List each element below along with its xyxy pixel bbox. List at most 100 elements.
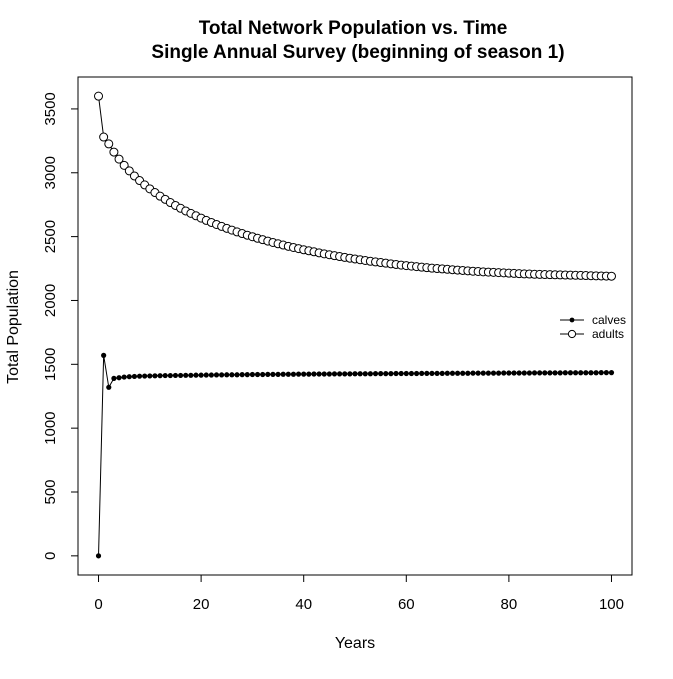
x-tick-label: 100 <box>599 596 624 613</box>
y-tick-label: 500 <box>42 479 59 504</box>
data-point-calves <box>172 372 179 379</box>
data-point-calves <box>598 370 604 376</box>
y-tick-label: 1500 <box>42 348 59 381</box>
data-point-calves <box>593 370 599 376</box>
data-point-calves <box>280 371 286 377</box>
data-point-calves <box>393 370 399 377</box>
data-point-calves <box>177 372 184 379</box>
data-point-calves <box>367 371 373 377</box>
data-point-calves <box>496 370 502 376</box>
data-point-calves <box>213 372 220 378</box>
data-point-calves <box>347 371 353 377</box>
legend-label: adults <box>592 327 624 341</box>
data-point-calves <box>270 371 276 377</box>
series-line-calves <box>98 355 612 556</box>
data-point-calves <box>188 372 194 378</box>
data-point-calves <box>249 371 256 378</box>
x-tick-label: 60 <box>398 596 415 613</box>
data-point-adults <box>104 139 114 149</box>
legend-marker <box>569 317 575 323</box>
data-point-calves <box>326 371 332 377</box>
data-point-calves <box>460 370 466 376</box>
data-point-adults <box>114 154 124 164</box>
data-point-calves <box>470 370 476 376</box>
data-point-calves <box>198 372 204 378</box>
data-point-calves <box>265 371 271 377</box>
data-point-calves <box>95 553 102 559</box>
y-tick-label: 0 <box>42 552 59 560</box>
data-point-calves <box>372 371 379 377</box>
data-point-calves <box>378 371 384 377</box>
data-point-calves <box>557 370 563 376</box>
data-point-calves <box>490 370 497 376</box>
legend-marker <box>567 329 577 339</box>
data-point-calves <box>516 370 522 376</box>
chart-title: Total Network Population vs. Time <box>199 18 508 39</box>
data-point-calves <box>331 371 338 377</box>
y-tick-label: 2500 <box>42 220 59 253</box>
x-tick-label: 0 <box>94 596 102 613</box>
data-point-calves <box>357 371 363 377</box>
data-point-calves <box>157 373 163 379</box>
series-adults <box>94 91 616 281</box>
data-point-calves <box>608 370 615 376</box>
y-tick-label: 3500 <box>42 92 59 125</box>
data-point-calves <box>203 372 209 378</box>
data-point-calves <box>290 371 297 377</box>
data-point-calves <box>311 371 317 377</box>
data-point-calves <box>316 371 322 377</box>
data-point-calves <box>424 370 430 376</box>
data-point-calves <box>295 371 302 377</box>
data-point-calves <box>106 384 112 390</box>
data-point-calves <box>465 370 471 376</box>
data-point-calves <box>352 371 358 377</box>
x-tick-label: 80 <box>501 596 518 613</box>
series-line-adults <box>98 96 612 277</box>
data-point-calves <box>162 372 168 379</box>
data-point-calves <box>142 373 148 379</box>
x-tick-label: 40 <box>295 596 312 613</box>
plot-frame <box>77 76 633 576</box>
data-point-calves <box>531 370 538 376</box>
data-point-calves <box>419 370 425 376</box>
series-layer <box>94 91 616 559</box>
y-axis: 0 500 1000 1500 2000 2500 3000 3500 <box>42 92 79 560</box>
data-point-adults <box>109 147 119 157</box>
data-point-calves <box>136 373 143 379</box>
data-point-adults <box>99 132 109 142</box>
data-point-calves <box>583 370 589 376</box>
data-point-calves <box>480 370 486 376</box>
data-point-adults <box>606 271 616 281</box>
data-point-calves <box>521 370 527 376</box>
y-axis-label: Total Population <box>5 270 22 384</box>
data-point-calves <box>475 370 481 376</box>
data-point-calves <box>485 370 491 376</box>
data-point-calves <box>285 371 291 377</box>
data-point-calves <box>439 370 445 376</box>
data-point-calves <box>219 372 225 378</box>
data-point-calves <box>526 370 533 376</box>
data-point-calves <box>239 372 245 378</box>
data-point-calves <box>542 370 548 376</box>
data-point-calves <box>126 374 132 380</box>
data-point-calves <box>567 370 574 376</box>
data-point-adults <box>94 91 104 101</box>
data-point-calves <box>167 372 173 379</box>
data-point-calves <box>337 371 343 377</box>
data-point-calves <box>224 372 230 378</box>
data-point-calves <box>121 374 127 380</box>
x-axis: 0 20 40 60 80 100 <box>94 574 624 613</box>
data-point-calves <box>152 373 158 379</box>
data-point-calves <box>578 370 584 376</box>
data-point-calves <box>547 370 553 376</box>
data-point-calves <box>254 371 261 378</box>
data-point-calves <box>572 370 579 376</box>
legend-item-adults: adults <box>560 327 624 341</box>
data-point-calves <box>306 371 312 377</box>
data-point-calves <box>454 370 461 376</box>
y-tick-label: 3000 <box>42 156 59 189</box>
data-point-calves <box>147 373 153 379</box>
